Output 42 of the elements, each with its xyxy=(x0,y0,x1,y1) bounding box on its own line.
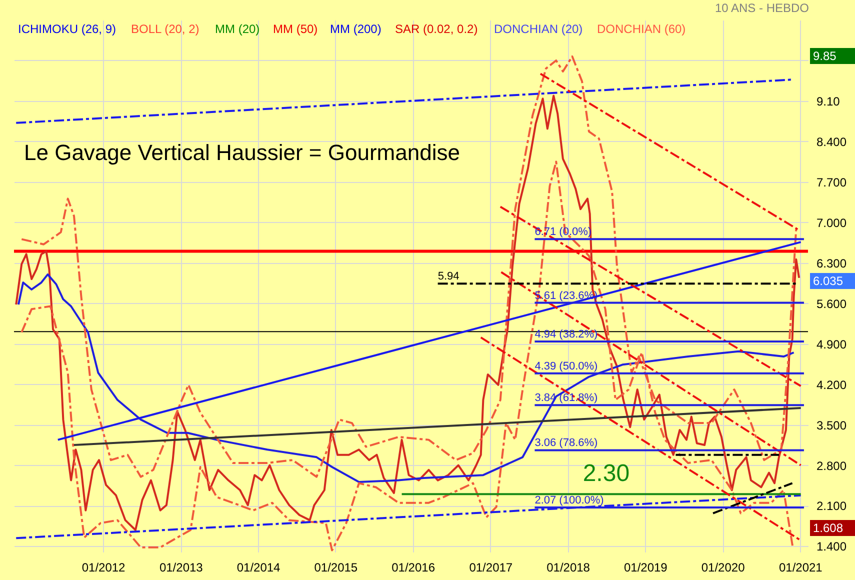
y-tick-label: 1.400 xyxy=(816,540,847,554)
x-tick-label: 01/2015 xyxy=(314,560,358,574)
x-tick-label: 01/2019 xyxy=(624,560,668,574)
y-tick-label: 4.200 xyxy=(816,378,847,392)
y-tick-label: 4.900 xyxy=(816,337,847,352)
text: 1.608 xyxy=(813,521,844,535)
annotation: 4.39 (50.0%) xyxy=(534,360,598,372)
annotation: MM (20) xyxy=(215,22,260,36)
y-tick-label: 9.10 xyxy=(816,94,840,108)
annotation: BOLL (20, 2) xyxy=(131,22,200,36)
text: 6.035 xyxy=(813,274,844,288)
x-tick-label: 01/2020 xyxy=(701,560,746,574)
annotation: 4.94 (38.2%) xyxy=(534,328,598,341)
y-tick-label: 2.100 xyxy=(816,499,847,514)
x-tick-label: 01/2014 xyxy=(236,560,281,574)
x-tick-label: 01/2018 xyxy=(546,560,590,574)
y-tick-label: 5.600 xyxy=(816,296,847,311)
y-tick-label: 8.400 xyxy=(816,134,847,149)
annotation: DONCHIAN (20) xyxy=(494,22,583,36)
y-tick-label: 7.000 xyxy=(816,216,847,230)
annotation: DONCHIAN (60) xyxy=(597,22,686,36)
chart-subtitle: 10 ANS - HEBDO xyxy=(714,1,809,15)
text: Le Gavage Vertical Haussier = Gourmandise xyxy=(24,140,460,165)
x-tick-label: 01/2017 xyxy=(469,560,513,574)
y-tick-label: 3.500 xyxy=(816,418,847,432)
annotation: SAR (0.02, 0.2) xyxy=(395,22,478,36)
text: 9.85 xyxy=(813,49,837,63)
annotation: 3.06 (78.6%) xyxy=(534,437,598,450)
x-tick-label: 01/2012 xyxy=(82,560,126,574)
y-tick-label: 7.700 xyxy=(816,175,847,190)
x-tick-label: 01/2021 xyxy=(778,560,823,574)
y-tick-label: 6.300 xyxy=(816,256,847,270)
annotation: 2.30 xyxy=(582,460,630,488)
annotation: 2.07 (100.0%) xyxy=(534,494,604,506)
x-tick-label: 01/2013 xyxy=(159,560,204,574)
annotation: ICHIMOKU (26, 9) xyxy=(18,22,116,36)
x-tick-label: 01/2016 xyxy=(392,560,436,574)
annotation: MM (200) xyxy=(330,22,382,36)
annotation: 5.94 xyxy=(438,270,460,283)
annotation: MM (50) xyxy=(273,22,318,36)
line-series xyxy=(15,94,800,532)
y-tick-label: 2.800 xyxy=(816,458,847,473)
